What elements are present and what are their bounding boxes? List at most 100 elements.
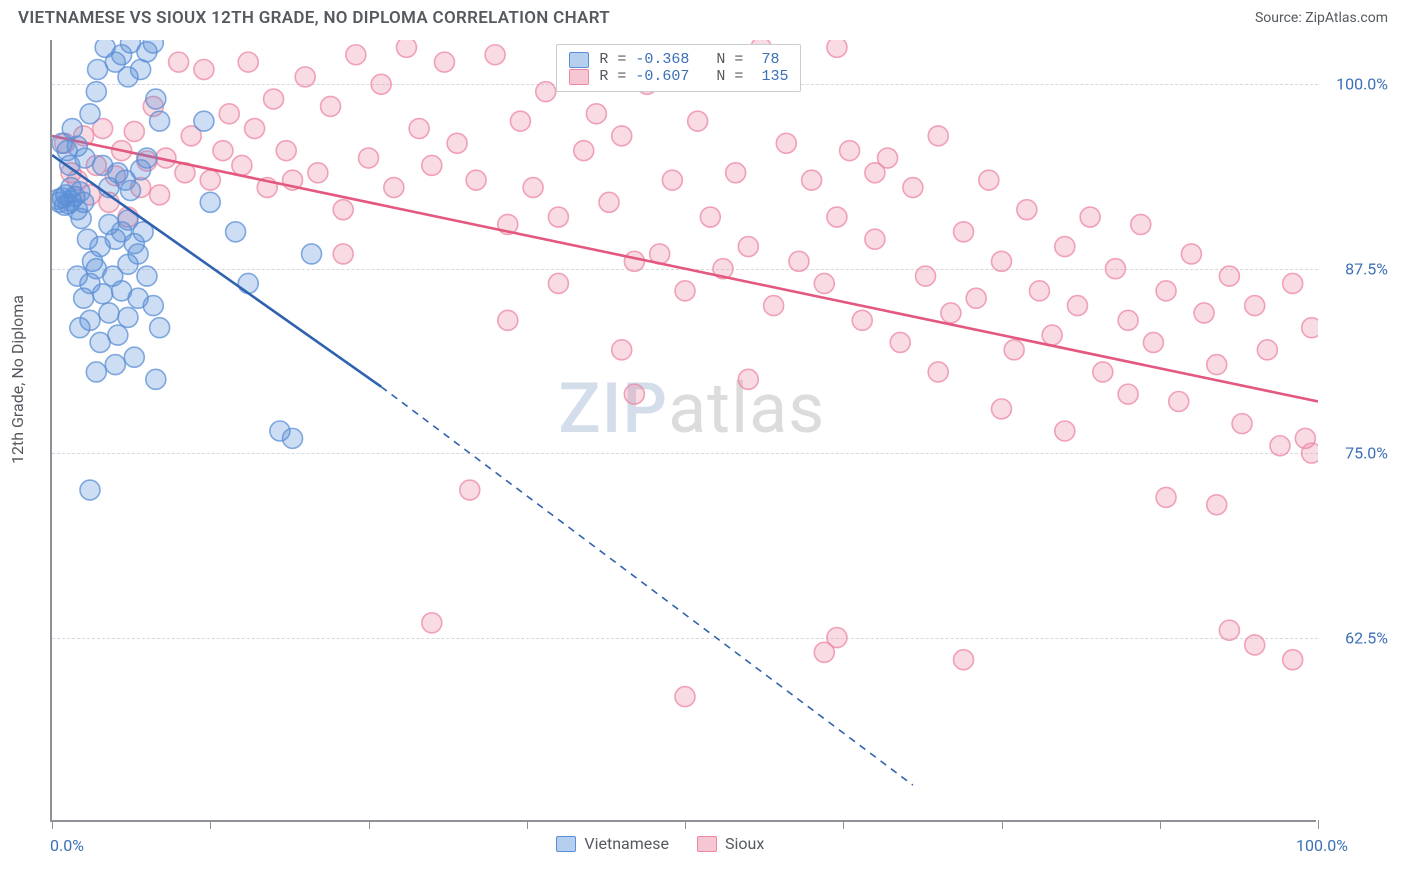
data-point	[548, 207, 568, 227]
data-point	[1143, 332, 1163, 352]
data-point	[371, 74, 391, 94]
data-point	[1302, 318, 1318, 338]
data-point	[599, 192, 619, 212]
data-point	[80, 480, 100, 500]
data-point	[232, 155, 252, 175]
data-point	[200, 192, 220, 212]
data-point	[384, 178, 404, 198]
data-point	[308, 163, 328, 183]
data-point	[1055, 421, 1075, 441]
data-point	[124, 121, 144, 141]
y-tick-label: 87.5%	[1345, 259, 1388, 278]
data-point	[302, 244, 322, 264]
data-point	[1042, 325, 1062, 345]
data-point	[143, 40, 163, 53]
data-point	[1055, 237, 1075, 257]
data-point	[219, 104, 239, 124]
data-point	[396, 40, 416, 57]
x-tick	[1318, 820, 1319, 829]
data-point	[359, 148, 379, 168]
data-point	[80, 104, 100, 124]
data-point	[118, 307, 138, 327]
data-point	[276, 141, 296, 161]
data-point	[1156, 487, 1176, 507]
data-point	[992, 399, 1012, 419]
data-point	[928, 362, 948, 382]
data-point	[137, 148, 157, 168]
data-point	[852, 310, 872, 330]
legend-stats: R = -0.607 N = 135	[599, 68, 788, 85]
data-point	[776, 133, 796, 153]
data-point	[738, 237, 758, 257]
legend-row: R = -0.607 N = 135	[569, 68, 788, 85]
data-point	[979, 170, 999, 190]
data-point	[1017, 200, 1037, 220]
data-point	[662, 170, 682, 190]
data-point	[238, 52, 258, 72]
data-point	[108, 325, 128, 345]
scatter-svg	[52, 40, 1318, 822]
data-point	[194, 60, 214, 80]
data-point	[447, 133, 467, 153]
data-point	[612, 340, 632, 360]
data-point	[1067, 296, 1087, 316]
data-point	[916, 266, 936, 286]
data-point	[1270, 436, 1290, 456]
data-point	[238, 273, 258, 293]
data-point	[624, 251, 644, 271]
data-point	[827, 40, 847, 57]
data-point	[1105, 259, 1125, 279]
data-point	[409, 119, 429, 139]
data-point	[460, 480, 480, 500]
data-point	[586, 104, 606, 124]
data-point	[510, 111, 530, 131]
x-axis-end-label: 100.0%	[1296, 836, 1348, 855]
legend-label: Vietnamese	[584, 834, 669, 853]
data-point	[1207, 495, 1227, 515]
data-point	[264, 89, 284, 109]
data-point	[1257, 340, 1277, 360]
data-point	[200, 170, 220, 190]
x-axis-start-label: 0.0%	[50, 836, 84, 855]
data-point	[333, 200, 353, 220]
data-point	[1194, 303, 1214, 323]
correlation-legend: R = -0.368 N = 78R = -0.607 N = 135	[556, 44, 801, 92]
data-point	[1219, 620, 1239, 640]
data-point	[74, 192, 94, 212]
data-point	[536, 82, 556, 102]
legend-item: Sioux	[697, 834, 764, 853]
data-point	[333, 244, 353, 264]
chart-header: VIETNAMESE VS SIOUX 12TH GRADE, NO DIPLO…	[0, 0, 1406, 34]
data-point	[120, 180, 140, 200]
data-point	[245, 119, 265, 139]
data-point	[865, 229, 885, 249]
data-point	[146, 369, 166, 389]
data-point	[548, 273, 568, 293]
data-point	[137, 266, 157, 286]
data-point	[80, 310, 100, 330]
chart-source: Source: ZipAtlas.com	[1255, 10, 1388, 26]
data-point	[422, 613, 442, 633]
data-point	[466, 170, 486, 190]
data-point	[941, 303, 961, 323]
data-point	[124, 347, 144, 367]
data-point	[422, 155, 442, 175]
data-point	[865, 163, 885, 183]
data-point	[966, 288, 986, 308]
data-point	[1245, 635, 1265, 655]
data-point	[738, 369, 758, 389]
legend-label: Sioux	[725, 834, 764, 853]
legend-swatch	[697, 836, 717, 852]
data-point	[954, 222, 974, 242]
data-point	[827, 207, 847, 227]
legend-stats: R = -0.368 N = 78	[599, 51, 779, 68]
data-point	[434, 52, 454, 72]
data-point	[150, 318, 170, 338]
series-legend: Vietnamese Sioux	[556, 834, 764, 853]
data-point	[1207, 355, 1227, 375]
data-point	[1156, 281, 1176, 301]
data-point	[485, 45, 505, 65]
chart-area: 12th Grade, No Diploma ZIPatlas 62.5%75.…	[0, 34, 1406, 884]
data-point	[612, 126, 632, 146]
data-point	[128, 244, 148, 264]
